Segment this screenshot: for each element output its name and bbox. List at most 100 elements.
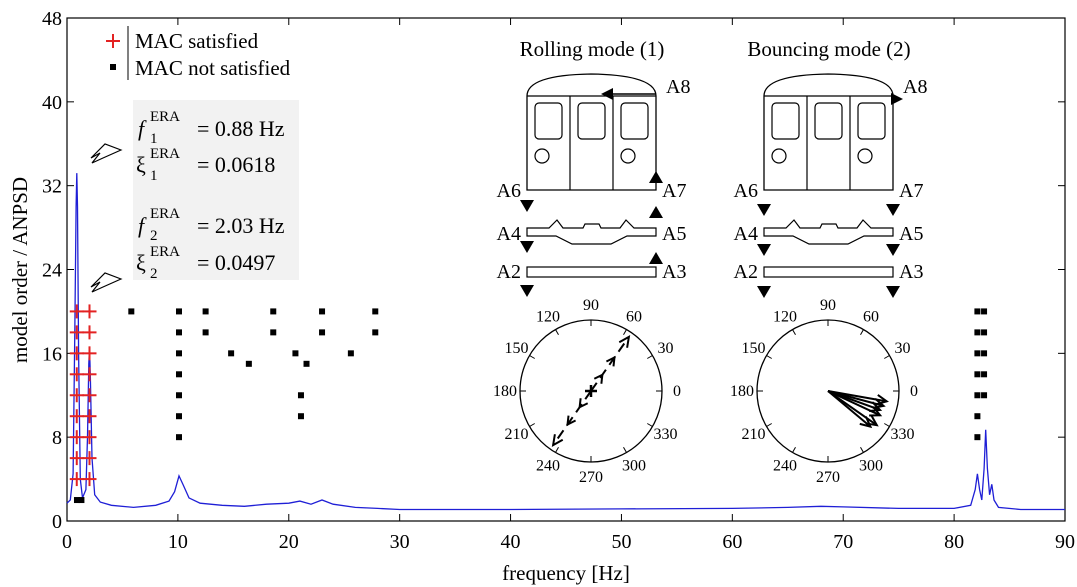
- mac-satisfied-point: [69, 346, 84, 361]
- x-tick-label: 20: [279, 531, 299, 553]
- polar-tick: [766, 355, 772, 359]
- mac-satisfied-point: [82, 451, 97, 466]
- mac-not-satisfied-point: [974, 413, 981, 420]
- train-window: [620, 102, 649, 140]
- mac-not-satisfied-point: [175, 434, 182, 441]
- annotation-f2-symbol: f: [138, 213, 147, 238]
- polar-angle-label: 60: [626, 309, 642, 326]
- mac-satisfied-point: [69, 367, 84, 382]
- annotation-xi2: ξ ERA 2 = 0.0497: [136, 244, 275, 282]
- polar-angle-label: 270: [816, 469, 840, 486]
- polar-tick: [623, 329, 627, 335]
- mac-not-satisfied-point: [175, 413, 182, 420]
- phasor-arrowhead: [551, 434, 564, 447]
- mac-not-satisfied-point: [270, 329, 277, 336]
- polar-tick: [555, 447, 559, 453]
- polar-tick: [555, 329, 559, 335]
- mac-not-satisfied-point: [128, 308, 135, 315]
- train-window: [771, 102, 800, 140]
- train-window: [577, 102, 606, 140]
- annotation-f1-sub: 1: [150, 131, 158, 147]
- polar-tick: [792, 447, 796, 453]
- x-tick-label: 90: [1055, 531, 1075, 553]
- polar-tick: [884, 423, 890, 427]
- mac-not-satisfied-point: [245, 360, 252, 367]
- phasor-arrowhead: [875, 394, 889, 406]
- sensor-label-a2: A2: [734, 261, 758, 283]
- x-tick-label: 80: [944, 531, 964, 553]
- diagram-title: Rolling mode (1): [520, 37, 665, 61]
- mac-not-satisfied-markers: [73, 308, 988, 504]
- train-car-body: [763, 73, 894, 191]
- mac-not-satisfied-point: [974, 350, 981, 357]
- arrow-a3-up: [649, 252, 663, 264]
- x-axis-title: frequency [Hz]: [502, 561, 630, 585]
- mac-not-satisfied-point: [981, 350, 988, 357]
- annotation-xi1-sup: ERA: [150, 146, 180, 162]
- y-tick-label: 32: [42, 176, 62, 198]
- legend: MAC satisfied MAC not satisfied: [106, 26, 291, 80]
- sensor-label-a8: A8: [666, 76, 690, 98]
- annotation-xi2-value: = 0.0497: [197, 250, 275, 275]
- mac-not-satisfied-point: [981, 392, 988, 399]
- polar-tick: [529, 423, 535, 427]
- arrow-a5-up: [649, 206, 663, 218]
- mac-not-satisfied-point: [175, 350, 182, 357]
- polar-angle-label: 210: [742, 426, 766, 443]
- polar-angle-label: 210: [505, 426, 529, 443]
- mac-not-satisfied-point: [981, 329, 988, 336]
- x-axis: 0 10 20 30 40 50 60 70 80 90: [62, 18, 1075, 553]
- annotation-xi1-sub: 1: [150, 168, 158, 184]
- sensor-label-a7: A7: [662, 180, 686, 202]
- mac-not-satisfied-point: [270, 308, 277, 315]
- sensor-label-a4: A4: [734, 223, 758, 245]
- arrow-a8-left: [601, 88, 613, 100]
- train-window: [857, 102, 886, 140]
- polar-angle-label: 30: [894, 340, 910, 357]
- annotation-xi2-sup: ERA: [150, 244, 180, 260]
- legend-marker-mac-satisfied: [106, 34, 120, 48]
- polar-tick: [647, 423, 653, 427]
- mac-not-satisfied-point: [175, 371, 182, 378]
- arrow-a4-down: [757, 244, 771, 256]
- mac-satisfied-point: [69, 472, 84, 487]
- train-car-body: [526, 73, 657, 191]
- polar-angle-label: 60: [863, 309, 879, 326]
- annotation-f1: f ERA 1 = 0.88 Hz: [138, 109, 285, 147]
- mac-not-satisfied-point: [297, 392, 304, 399]
- sensor-label-a4: A4: [497, 223, 521, 245]
- arrow-a2-down: [520, 285, 534, 297]
- arrow-a5-down: [886, 244, 900, 256]
- mac-satisfied-point: [82, 472, 97, 487]
- mac-satisfied-point: [69, 388, 84, 403]
- mac-not-satisfied-point: [974, 434, 981, 441]
- mac-not-satisfied-point: [981, 308, 988, 315]
- anpsd-series-line: [66, 173, 1065, 511]
- mac-not-satisfied-point: [202, 329, 209, 336]
- legend-label-mac-satisfied: MAC satisfied: [135, 29, 259, 53]
- mac-not-satisfied-point: [202, 308, 209, 315]
- phasor-arrowhead: [872, 397, 886, 409]
- mac-not-satisfied-point: [974, 329, 981, 336]
- mac-not-satisfied-point: [175, 329, 182, 336]
- phasor-line: [552, 390, 592, 446]
- polar-angle-label: 330: [653, 426, 677, 443]
- train-window: [534, 102, 563, 140]
- mac-not-satisfied-point: [292, 350, 299, 357]
- mac-satisfied-markers: [69, 304, 97, 487]
- arrow-a6-down: [520, 200, 534, 212]
- mac-not-satisfied-point: [303, 360, 310, 367]
- train-headlight: [857, 148, 873, 164]
- phasor-arrowhead: [868, 401, 883, 413]
- y-axis: 0 8 16 24 32 40 48: [42, 8, 1065, 533]
- bogie-frame: [763, 219, 894, 245]
- pointer-arrow-mode2: [90, 272, 123, 293]
- mac-not-satisfied-point: [297, 413, 304, 420]
- mac-satisfied-point: [69, 304, 84, 319]
- phasor-arrowhead: [618, 335, 631, 348]
- mac-satisfied-point: [69, 325, 84, 340]
- polar-angle-label: 300: [859, 457, 883, 474]
